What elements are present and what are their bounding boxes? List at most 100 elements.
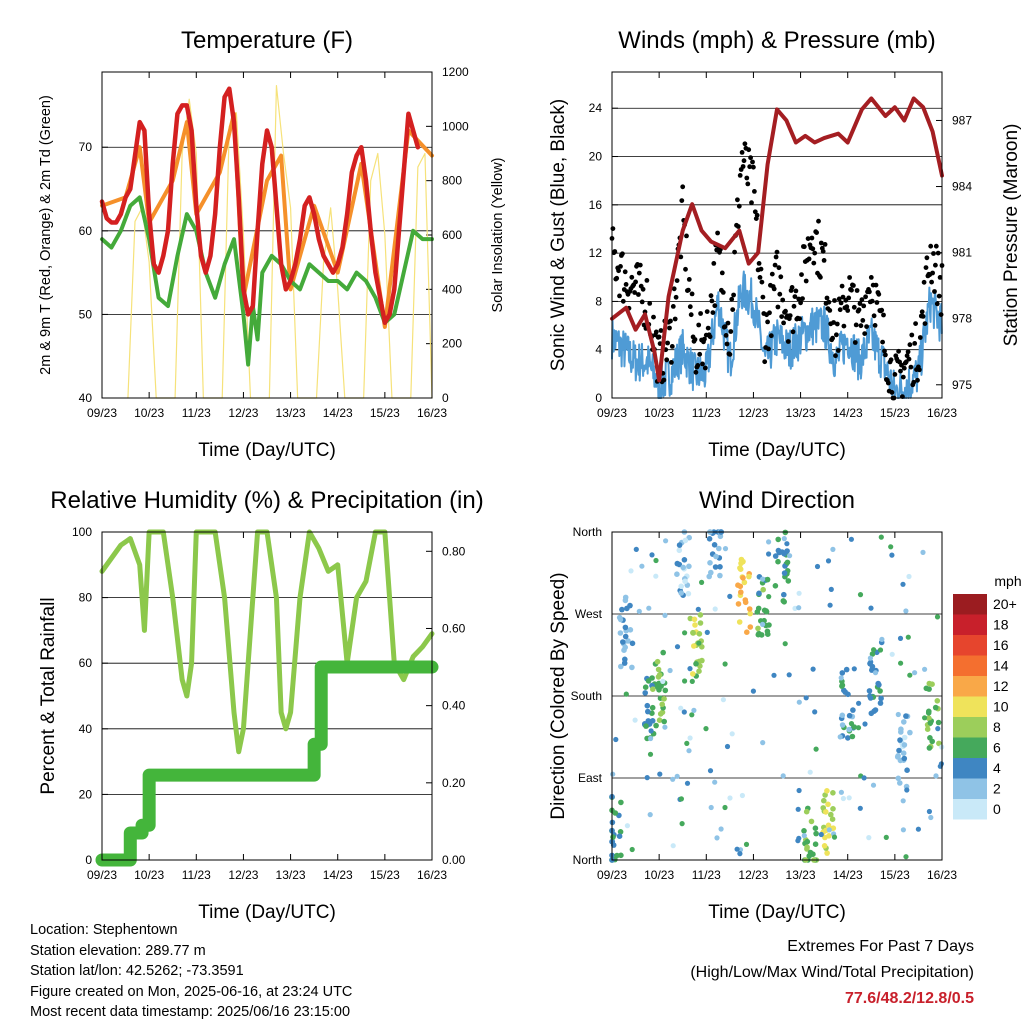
y2-tick-label: 0.60 <box>442 621 466 635</box>
gust-point <box>669 360 674 365</box>
direction-point <box>670 843 676 849</box>
direction-point <box>849 733 856 740</box>
gust-point <box>697 351 703 357</box>
direction-point <box>649 552 655 558</box>
direction-point <box>924 726 931 732</box>
legend-swatch <box>953 655 987 676</box>
gust-point <box>821 258 827 263</box>
y-tick-label: North <box>573 853 602 867</box>
y-tick-label: 80 <box>79 591 93 605</box>
direction-point <box>901 734 908 741</box>
gust-point <box>858 323 864 329</box>
series-solar-insolation <box>127 84 433 399</box>
gust-point <box>862 331 868 336</box>
direction-point <box>676 547 683 554</box>
direction-point <box>736 619 743 625</box>
gust-point <box>708 293 714 299</box>
gust-point <box>830 335 835 341</box>
legend-swatch <box>953 696 987 717</box>
x-tick-label: 13/23 <box>786 406 816 420</box>
direction-point <box>676 542 683 548</box>
direction-point <box>727 795 733 801</box>
direction-point <box>724 743 731 750</box>
direction-point <box>839 712 846 719</box>
direction-point <box>926 745 933 751</box>
direction-point <box>644 702 651 709</box>
speed-legend: mph 20+ 18 16 14 12 10 8 6 4 2 0 <box>953 573 1022 820</box>
direction-point <box>660 678 666 685</box>
direction-point <box>667 667 673 674</box>
gust-point <box>892 372 898 377</box>
direction-point <box>784 541 790 547</box>
gust-point <box>757 275 763 280</box>
direction-point <box>877 647 884 653</box>
gust-point <box>729 296 735 302</box>
gust-point <box>874 300 880 305</box>
gust-point <box>856 307 862 313</box>
legend-label: 4 <box>993 760 1001 776</box>
plot-frame <box>101 531 433 861</box>
y2-tick-label: 981 <box>952 246 972 260</box>
direction-point <box>824 850 830 856</box>
direction-point <box>900 750 907 756</box>
direction-point <box>643 723 649 729</box>
gust-point <box>845 308 851 313</box>
gust-point <box>832 298 837 303</box>
gust-point <box>885 380 891 386</box>
direction-point <box>781 591 787 598</box>
gust-point <box>744 175 750 181</box>
gust-point <box>836 296 842 302</box>
gust-point <box>796 296 802 302</box>
direction-point <box>821 797 827 804</box>
gust-point <box>851 283 856 288</box>
x-tick-label: 14/23 <box>833 868 863 882</box>
y-tick-label: 20 <box>589 150 603 164</box>
y2-tick-label: 975 <box>952 378 972 392</box>
gust-point <box>783 308 788 314</box>
direction-point <box>691 707 697 714</box>
gust-point <box>746 147 752 153</box>
direction-point <box>842 689 848 695</box>
gust-point <box>693 369 699 375</box>
gust-point <box>834 332 839 338</box>
direction-point <box>755 625 761 632</box>
chart-title: Winds (mph) & Pressure (mb) <box>618 27 935 54</box>
legend-label: 6 <box>993 740 1001 756</box>
x-tick-label: 10/23 <box>644 406 674 420</box>
direction-point <box>871 647 877 653</box>
gust-point <box>777 291 783 297</box>
gust-point <box>725 320 731 326</box>
direction-point <box>746 573 752 580</box>
gust-point <box>937 275 943 280</box>
gust-point <box>917 335 923 340</box>
direction-point <box>717 564 723 570</box>
x-axis-label: Time (Day/UTC) <box>198 440 336 461</box>
direction-point <box>866 688 873 694</box>
gust-point <box>664 357 670 363</box>
gust-point <box>672 316 678 322</box>
y-tick-label: 100 <box>72 525 92 539</box>
direction-point <box>796 590 802 596</box>
direction-point <box>766 622 772 628</box>
direction-point <box>857 592 864 598</box>
direction-point <box>766 551 772 557</box>
direction-point <box>926 680 933 687</box>
legend-label: 18 <box>993 617 1009 633</box>
gust-point <box>790 329 796 335</box>
direction-point <box>828 811 834 818</box>
direction-point <box>734 846 740 852</box>
direction-point <box>879 636 885 643</box>
gust-point <box>636 292 641 297</box>
y2-axis-label: Station Pressure (Maroon) <box>1001 124 1022 347</box>
direction-point <box>718 826 724 832</box>
direction-point <box>729 731 735 737</box>
direction-point <box>780 598 787 604</box>
legend-swatch <box>953 594 987 615</box>
direction-point <box>618 799 624 806</box>
gust-point <box>771 286 777 292</box>
gust-point <box>880 339 885 345</box>
gust-point <box>799 272 804 277</box>
direction-point <box>895 711 901 718</box>
gust-point <box>837 307 843 313</box>
direction-point <box>784 559 791 566</box>
